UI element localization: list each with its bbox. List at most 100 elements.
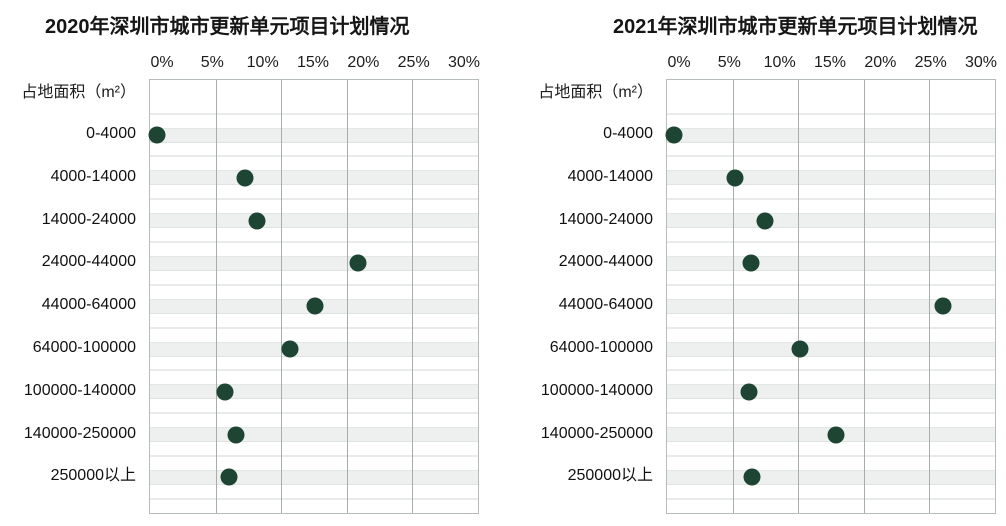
data-point-dot [665,126,683,144]
data-point-dot [148,126,166,144]
data-point-dot [281,340,299,358]
category-label: 44000-64000 [41,296,136,314]
data-point-dot [306,297,324,315]
data-point-dot [827,426,845,444]
data-point-dot [349,254,367,272]
data-point-dot [742,254,760,272]
data-point-dot [934,297,952,315]
plot-area [665,79,996,514]
x-axis-tick: 10% [763,54,796,71]
x-axis-tick: 25% [397,54,430,71]
data-point-dot [248,212,266,230]
x-axis-tick: 0% [150,54,174,71]
grid-hline [150,412,478,415]
grid-vline [863,80,865,513]
grid-hline [667,198,995,201]
grid-hline [667,455,995,457]
y-axis-title: 占地面积（m²） [538,84,653,101]
grid-hline [667,497,995,500]
grid-hline [667,112,995,115]
category-label: 100000-140000 [23,381,136,399]
grid-vline [929,80,931,513]
grid-hline [667,241,995,243]
data-point-dot [236,169,254,187]
data-point-dot [791,340,809,358]
grid-vline [798,80,800,513]
grid-hline [667,155,995,158]
category-label: 14000-24000 [41,210,136,228]
data-point-dot [216,383,234,401]
chart-2020: 2020年深圳市城市更新单元项目计划情况 占地面积（m²） 0% 5% 10% 15%… [21,16,481,514]
x-axis-tick: 20% [347,54,380,71]
category-label: 100000-140000 [540,381,653,399]
y-axis-title: 占地面积（m²） [21,84,136,101]
category-label: 64000-100000 [549,339,653,356]
grid-hline [150,455,478,457]
x-axis-tick: 15% [296,54,330,71]
grid-hline [667,283,995,286]
x-axis-tick: 5% [717,54,741,71]
data-point-dot [227,426,245,444]
grid-vline [215,80,217,513]
row-band [150,255,478,271]
grid-hline [667,412,995,415]
category-label: 0-4000 [603,125,653,142]
grid-hline [150,155,478,158]
row-band [150,170,478,186]
plot-area [148,79,479,514]
row-band [667,469,995,485]
data-point-dot [743,468,761,486]
row-band [667,127,995,143]
row-band [150,341,478,357]
grid-vline [732,80,734,513]
category-label: 64000-100000 [32,339,136,356]
grid-hline [150,369,478,372]
row-band [150,213,478,229]
grid-hline [150,112,478,115]
grid-hline [150,497,478,500]
grid-hline [150,326,478,329]
grid-hline [667,326,995,329]
grid-hline [150,241,478,243]
row-band [667,298,995,314]
grid-vline [281,80,283,513]
x-axis-tick: 5% [200,54,224,71]
row-band [667,170,995,186]
grid-hline [150,283,478,286]
chart-title: 2021年深圳市城市更新单元项目计划情况 [613,16,978,38]
row-band [150,384,478,400]
row-band [667,213,995,229]
chart-2021: 2021年深圳市城市更新单元项目计划情况 占地面积（m²） 0% 5% 10% 15%… [503,0,1006,526]
data-point-dot [740,383,758,401]
row-band [667,341,995,357]
category-label: 44000-64000 [558,296,653,314]
category-label: 24000-44000 [41,253,136,271]
chart-title: 2020年深圳市城市更新单元项目计划情况 [45,16,410,38]
data-point-dot [726,169,744,187]
category-label: 14000-24000 [558,210,653,228]
x-axis-tick: 30% [447,54,481,71]
category-label: 140000-250000 [23,424,136,442]
x-axis-tick: 15% [813,54,847,71]
grid-hline [150,198,478,201]
category-label: 250000以上 [567,467,653,485]
grid-vline [412,80,414,513]
row-band [150,469,478,485]
x-axis-tick: 0% [667,54,691,71]
data-point-dot [756,212,774,230]
x-axis-tick: 20% [864,54,897,71]
x-axis-tick: 25% [914,54,947,71]
category-label: 140000-250000 [540,424,653,442]
category-label: 0-4000 [86,125,136,142]
row-band [667,384,995,400]
x-axis-tick: 10% [246,54,279,71]
data-point-dot [220,468,238,486]
row-band [150,427,478,443]
category-label: 4000-14000 [50,167,136,185]
category-label: 250000以上 [50,467,136,485]
row-band [667,255,995,271]
category-label: 24000-44000 [558,253,653,271]
category-label: 4000-14000 [567,167,653,185]
grid-hline [667,369,995,372]
